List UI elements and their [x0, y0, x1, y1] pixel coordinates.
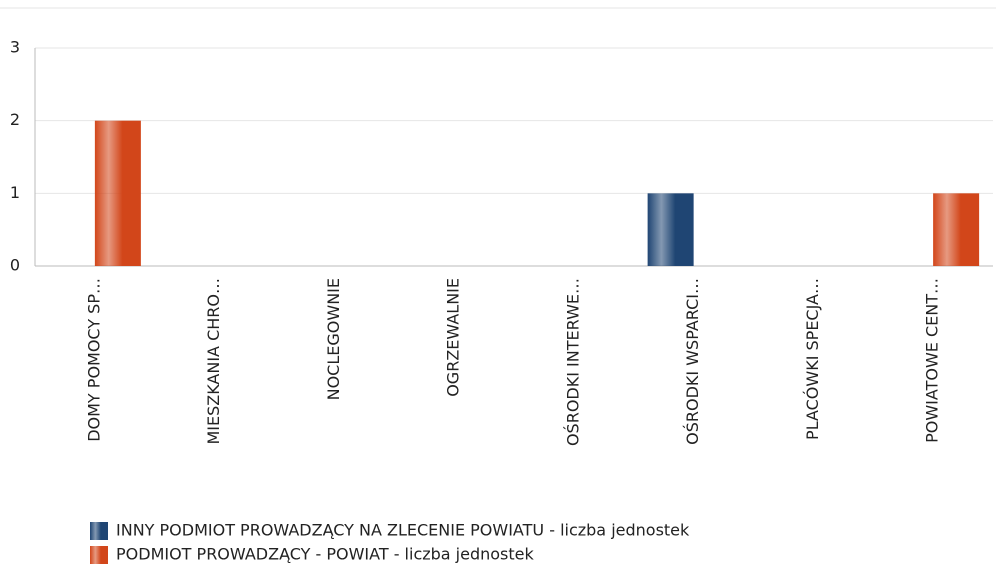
y-tick-label: 0 [10, 256, 20, 275]
legend-swatch [90, 546, 108, 564]
legend-label: PODMIOT PROWADZĄCY - POWIAT - liczba jed… [116, 545, 535, 564]
y-tick-label: 3 [10, 38, 20, 57]
x-tick-label: OŚRODKI INTERWE… [563, 278, 582, 446]
bar [933, 193, 980, 266]
bar [94, 120, 141, 267]
y-tick-label: 1 [10, 183, 20, 202]
x-tick-label: DOMY POMOCY SP… [84, 278, 103, 442]
x-tick-label: OGRZEWALNIE [444, 278, 463, 397]
x-tick-label: OŚRODKI WSPARCI… [683, 278, 702, 445]
legend-label: INNY PODMIOT PROWADZĄCY NA ZLECENIE POWI… [116, 521, 690, 540]
x-tick-label: MIESZKANIA CHRO… [204, 278, 223, 445]
legend-swatch [90, 522, 108, 540]
x-tick-label: POWIATOWE CENT… [923, 278, 942, 443]
y-tick-label: 2 [10, 110, 20, 129]
x-tick-label: NOCLEGOWNIE [324, 278, 343, 400]
x-tick-label: PLACÓWKI SPECJA… [803, 278, 822, 440]
bar [647, 193, 694, 266]
